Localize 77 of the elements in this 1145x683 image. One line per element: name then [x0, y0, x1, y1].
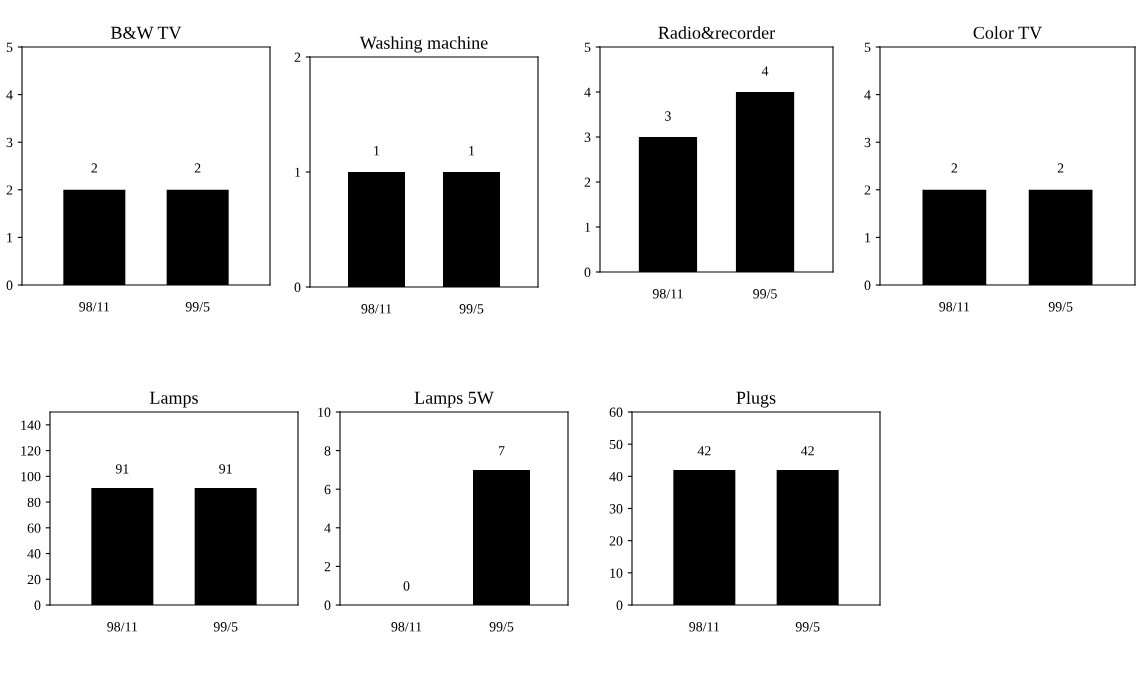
y-tick-label: 60 — [609, 407, 623, 417]
data-label: 2 — [1057, 163, 1064, 173]
y-tick-label: 60 — [27, 523, 41, 533]
y-tick-label: 4 — [584, 87, 591, 97]
data-label: 1 — [374, 146, 380, 156]
x-tick-label: 99/5 — [1048, 302, 1073, 312]
y-tick-label: 30 — [609, 504, 623, 514]
y-tick-label: 3 — [584, 132, 591, 142]
y-tick-label: 4 — [6, 90, 13, 100]
y-tick-label: 2 — [324, 562, 331, 572]
x-tick-label: 99/5 — [795, 622, 820, 632]
y-tick-label: 80 — [27, 497, 41, 508]
data-label: 4 — [761, 66, 769, 76]
chart-title: Washing machine — [359, 36, 488, 53]
y-tick-label: 0 — [6, 280, 13, 290]
chart-title: Lamps 5W — [414, 391, 494, 408]
y-tick-label: 1 — [585, 222, 591, 232]
y-tick-label: 2 — [6, 185, 13, 195]
chart-title: Color TV — [973, 26, 1042, 39]
y-tick-label: 120 — [21, 446, 41, 456]
data-label: 3 — [665, 111, 671, 121]
y-tick-label: 3 — [6, 137, 13, 148]
y-tick-label: 8 — [324, 446, 331, 456]
y-tick-label: 1 — [865, 233, 871, 243]
y-tick-label: 100 — [21, 471, 41, 482]
data-label: 91 — [219, 464, 232, 474]
y-tick-label: 3 — [864, 137, 871, 148]
chart-title: Lamps — [149, 391, 198, 408]
y-tick-label: 10 — [318, 407, 331, 417]
y-tick-label: 2 — [294, 52, 301, 62]
x-tick-label: 98/11 — [79, 302, 110, 312]
y-tick-label: 4 — [324, 523, 331, 533]
y-tick-label: 0 — [616, 600, 623, 610]
x-tick-label: 98/11 — [391, 622, 422, 632]
data-label: 91 — [115, 464, 129, 474]
x-tick-label: 99/5 — [185, 302, 210, 312]
chart-title: Radio&recorder — [658, 26, 775, 39]
x-tick-label: 98/11 — [107, 622, 138, 632]
y-tick-label: 0 — [34, 600, 41, 610]
x-tick-label: 98/11 — [652, 289, 683, 299]
y-tick-label: 20 — [609, 536, 623, 546]
data-label: 7 — [498, 446, 505, 456]
x-tick-label: 99/5 — [753, 289, 777, 299]
y-tick-label: 2 — [864, 185, 871, 195]
x-tick-label: 98/11 — [361, 304, 392, 314]
x-tick-label: 99/5 — [489, 622, 514, 632]
data-label: 0 — [403, 581, 410, 591]
data-label: 42 — [697, 446, 711, 456]
x-tick-label: 98/11 — [689, 622, 720, 632]
y-tick-label: 0 — [584, 267, 591, 277]
y-tick-label: 6 — [324, 484, 331, 495]
x-tick-label: 99/5 — [213, 622, 238, 632]
y-tick-label: 1 — [295, 167, 301, 177]
y-tick-label: 40 — [609, 471, 623, 482]
data-label: 2 — [91, 163, 98, 173]
y-tick-label: 1 — [7, 233, 13, 243]
y-tick-label: 20 — [27, 574, 41, 585]
y-tick-label: 0 — [324, 600, 331, 610]
y-tick-label: 5 — [6, 42, 13, 52]
y-tick-label: 140 — [21, 420, 41, 430]
chart-title: Plugs — [736, 391, 776, 408]
data-label: 42 — [800, 446, 814, 456]
y-tick-label: 4 — [864, 90, 871, 100]
data-label: 1 — [469, 146, 475, 156]
y-tick-label: 10 — [610, 568, 623, 578]
y-tick-label: 2 — [584, 177, 591, 187]
y-tick-label: 5 — [864, 42, 871, 52]
x-tick-label: 99/5 — [459, 304, 484, 314]
x-tick-label: 98/11 — [939, 302, 970, 312]
y-tick-label: 50 — [609, 439, 623, 450]
y-tick-label: 5 — [584, 42, 591, 52]
data-label: 2 — [951, 163, 958, 173]
y-tick-label: 0 — [864, 280, 871, 290]
chart-title: B&W TV — [110, 26, 182, 39]
y-tick-label: 40 — [27, 549, 41, 559]
data-label: 2 — [194, 163, 201, 173]
y-tick-label: 0 — [294, 282, 301, 292]
